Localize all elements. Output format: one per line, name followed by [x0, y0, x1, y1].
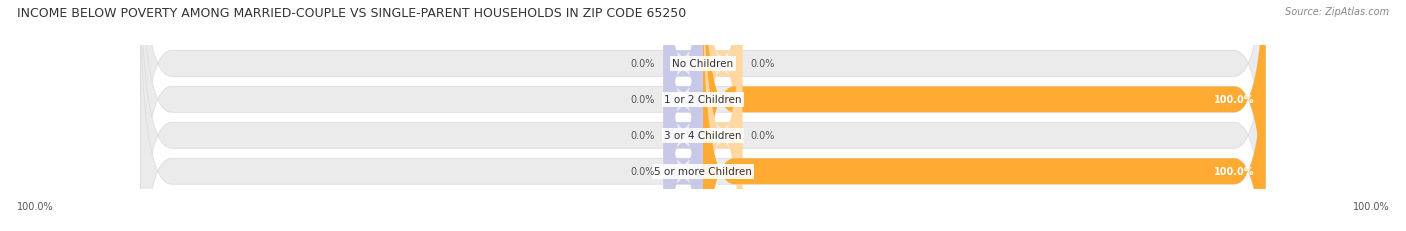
Text: 5 or more Children: 5 or more Children — [654, 167, 752, 176]
Text: 0.0%: 0.0% — [751, 59, 775, 69]
Text: 100.0%: 100.0% — [1353, 201, 1389, 211]
Text: INCOME BELOW POVERTY AMONG MARRIED-COUPLE VS SINGLE-PARENT HOUSEHOLDS IN ZIP COD: INCOME BELOW POVERTY AMONG MARRIED-COUPL… — [17, 7, 686, 20]
FancyBboxPatch shape — [703, 0, 742, 231]
FancyBboxPatch shape — [141, 0, 1265, 231]
Text: 0.0%: 0.0% — [631, 167, 655, 176]
Text: 100.0%: 100.0% — [1213, 167, 1254, 176]
Text: 100.0%: 100.0% — [1213, 95, 1254, 105]
FancyBboxPatch shape — [141, 0, 1265, 231]
Text: 3 or 4 Children: 3 or 4 Children — [664, 131, 742, 141]
Text: 100.0%: 100.0% — [17, 201, 53, 211]
Text: 0.0%: 0.0% — [631, 131, 655, 141]
Text: 0.0%: 0.0% — [631, 59, 655, 69]
Text: 0.0%: 0.0% — [751, 131, 775, 141]
FancyBboxPatch shape — [141, 0, 1265, 231]
Text: No Children: No Children — [672, 59, 734, 69]
Text: 1 or 2 Children: 1 or 2 Children — [664, 95, 742, 105]
FancyBboxPatch shape — [664, 0, 703, 231]
Text: Source: ZipAtlas.com: Source: ZipAtlas.com — [1285, 7, 1389, 17]
FancyBboxPatch shape — [141, 0, 1265, 231]
FancyBboxPatch shape — [664, 0, 703, 231]
FancyBboxPatch shape — [703, 0, 1265, 231]
FancyBboxPatch shape — [703, 0, 1265, 231]
FancyBboxPatch shape — [664, 0, 703, 231]
FancyBboxPatch shape — [703, 0, 742, 231]
FancyBboxPatch shape — [664, 0, 703, 231]
Text: 0.0%: 0.0% — [631, 95, 655, 105]
